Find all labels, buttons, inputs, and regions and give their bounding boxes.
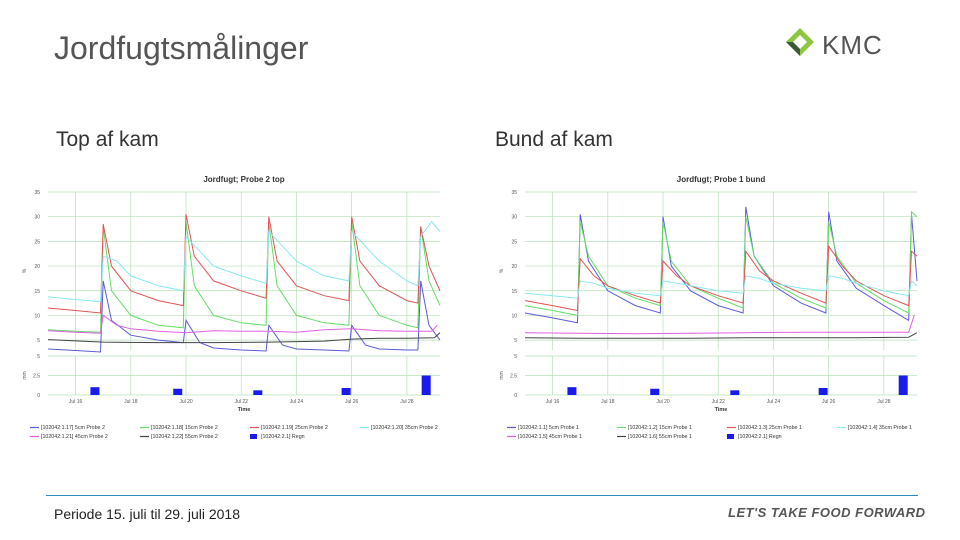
rain-bar — [818, 387, 828, 395]
series-line — [47, 220, 441, 303]
rain-bar — [253, 390, 263, 395]
x-tick-label: Jul 16 — [69, 399, 83, 405]
kmc-logo-text: KMC — [822, 30, 883, 60]
y-tick-label: 15 — [34, 289, 40, 295]
y-tick-label: 30 — [511, 215, 517, 221]
x-tick-label: Jul 18 — [124, 399, 138, 405]
legend-entry: [102042:1.17] 5cm Probe 2 — [41, 425, 105, 431]
slide-title: Jordfugtsmålinger — [54, 30, 309, 66]
legend-swatch — [727, 434, 734, 439]
rain-bar — [898, 375, 908, 395]
chart-probe-1-bund: Jordfugt; Probe 1 bund 35 30 25 20 15 10 5 5 2.5 0… — [499, 175, 918, 440]
legend-entry: [102042:1.5] 45cm Probe 1 — [518, 434, 582, 440]
x-tick-label: Jul 22 — [235, 399, 249, 405]
series-line — [47, 314, 438, 334]
left-heading: Top af kam — [56, 128, 159, 151]
y-tick-label: 0 — [514, 393, 517, 399]
kmc-logo-mark — [786, 28, 814, 56]
rain-bar — [173, 388, 183, 395]
x-tick-label: Jul 22 — [712, 399, 726, 405]
y-tick-label: 5 — [514, 354, 517, 360]
y-tick-label: 35 — [34, 190, 40, 196]
series-line — [524, 315, 915, 335]
legend-entry: [102042:1.1] 5cm Probe 1 — [518, 425, 579, 431]
legend-entry: [102042:1.4] 35cm Probe 1 — [848, 425, 912, 431]
chart-title: Jordfugt; Probe 1 bund — [677, 175, 766, 184]
legend-entry: [102042:2.1] Regn — [738, 434, 782, 440]
x-tick-label: Jul 28 — [400, 399, 414, 405]
y-tick-label: 15 — [511, 289, 517, 295]
y-tick-label: 2.5 — [33, 374, 40, 380]
chart-probe-2-top: Jordfugt; Probe 2 top 35 30 25 20 15 10 5 5 2.5 0 J… — [22, 175, 441, 440]
y-axis-label-bottom: mm — [499, 371, 505, 379]
legend-entry: [102042:1.2] 15cm Probe 1 — [628, 425, 692, 431]
x-tick-label: Jul 26 — [345, 399, 359, 405]
x-tick-label: Jul 20 — [179, 399, 193, 405]
y-tick-label: 20 — [34, 264, 40, 270]
series-line — [47, 332, 441, 344]
x-tick-label: Jul 20 — [656, 399, 670, 405]
chart-title: Jordfugt; Probe 2 top — [203, 175, 284, 184]
rain-bar — [90, 387, 100, 395]
y-tick-label: 5 — [37, 354, 40, 360]
series-line — [47, 221, 441, 333]
x-tick-label: Jul 18 — [601, 399, 615, 405]
y-tick-label: 5 — [514, 338, 517, 344]
y-axis-label-top: % — [22, 268, 28, 273]
x-tick-label: Jul 28 — [877, 399, 891, 405]
rain-bar — [421, 375, 431, 395]
period-text: Periode 15. juli til 29. juli 2018 — [54, 506, 241, 522]
x-tick-label: Jul 26 — [822, 399, 836, 405]
y-tick-label: 10 — [511, 313, 517, 319]
rain-bar — [730, 390, 740, 395]
x-axis-label: Time — [715, 407, 728, 413]
series-line — [524, 275, 918, 299]
footer-divider — [46, 495, 918, 496]
legend-entry: [102042:1.21] 45cm Probe 2 — [41, 434, 108, 440]
y-tick-label: 20 — [511, 264, 517, 270]
x-tick-label: Jul 24 — [767, 399, 781, 405]
rain-bar — [341, 387, 351, 395]
series-line — [524, 332, 918, 339]
series-line — [524, 244, 918, 312]
legend-swatch — [250, 434, 257, 439]
y-tick-label: 25 — [34, 239, 40, 245]
y-tick-label: 35 — [511, 190, 517, 196]
legend-entry: [102042:1.22] 55cm Probe 2 — [151, 434, 218, 440]
series-line — [47, 280, 441, 353]
legend-entry: [102042:1.6] 55cm Probe 1 — [628, 434, 692, 440]
x-axis-label: Time — [238, 407, 251, 413]
y-axis-label-top: % — [499, 268, 505, 273]
y-tick-label: 2.5 — [510, 374, 517, 380]
rain-bar — [567, 387, 577, 395]
kmc-logo: KMC — [786, 28, 883, 60]
y-tick-label: 5 — [37, 338, 40, 344]
legend-entry: [102042:1.19] 25cm Probe 2 — [261, 425, 328, 431]
y-axis-label-bottom: mm — [22, 371, 28, 379]
legend-entry: [102042:2.1] Regn — [261, 434, 305, 440]
x-tick-label: Jul 16 — [546, 399, 560, 405]
y-tick-label: 25 — [511, 239, 517, 245]
tagline: LET'S TAKE FOOD FORWARD — [728, 505, 926, 520]
legend-entry: [102042:1.20] 35cm Probe 2 — [371, 425, 438, 431]
x-tick-label: Jul 24 — [290, 399, 304, 405]
legend-entry: [102042:1.3] 25cm Probe 1 — [738, 425, 802, 431]
legend-entry: [102042:1.18] 15cm Probe 2 — [151, 425, 218, 431]
y-tick-label: 10 — [34, 313, 40, 319]
series-line — [524, 206, 918, 324]
y-tick-label: 0 — [37, 393, 40, 399]
rain-bar — [650, 388, 660, 395]
right-heading: Bund af kam — [495, 128, 613, 151]
y-tick-label: 30 — [34, 215, 40, 221]
